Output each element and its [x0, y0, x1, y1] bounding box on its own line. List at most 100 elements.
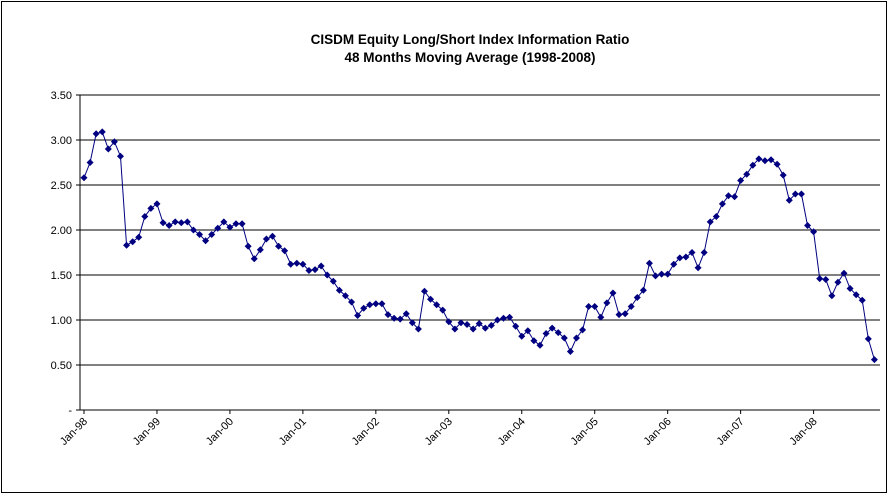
data-point [177, 219, 185, 227]
data-point [694, 264, 702, 272]
data-point [834, 278, 842, 286]
data-point [609, 289, 617, 297]
data-point [463, 321, 471, 328]
data-point [141, 213, 149, 220]
data-point [615, 311, 623, 319]
data-point [129, 238, 137, 246]
data-point [858, 296, 866, 304]
data-point [506, 313, 514, 321]
data-point [135, 233, 143, 241]
data-point [360, 304, 368, 312]
data-point [299, 260, 307, 268]
y-tick-label: 3.50 [51, 90, 72, 102]
data-point [414, 325, 422, 333]
data-point [335, 286, 343, 294]
data-point [724, 192, 732, 200]
data-point [275, 242, 283, 250]
data-point [408, 319, 416, 327]
data-point [366, 301, 374, 309]
data-point [232, 220, 240, 228]
data-point [579, 326, 587, 334]
data-point [658, 270, 666, 278]
y-tick-label: 0.50 [51, 360, 72, 372]
data-point [354, 312, 362, 319]
data-point [530, 337, 538, 345]
data-point [287, 260, 295, 268]
data-point [572, 334, 580, 342]
data-point [828, 292, 836, 300]
data-point [348, 298, 356, 306]
data-point [226, 223, 234, 231]
data-point [597, 313, 605, 321]
data-point [469, 325, 477, 333]
data-point [493, 316, 501, 324]
chart-title: CISDM Equity Long/Short Index Informatio… [311, 32, 630, 47]
data-point [281, 247, 289, 255]
data-point [566, 348, 574, 355]
data-point [810, 228, 818, 236]
data-point [712, 213, 720, 220]
data-point [700, 249, 708, 256]
data-point [500, 314, 508, 322]
data-point [433, 301, 441, 309]
data-point [761, 157, 769, 165]
data-point [591, 303, 599, 310]
data-point [816, 275, 824, 283]
data-point [293, 259, 301, 267]
data-point [202, 237, 210, 245]
data-point [518, 332, 526, 340]
data-point [542, 330, 550, 337]
data-point [171, 218, 179, 226]
data-point [627, 303, 635, 310]
chart-subtitle: 48 Months Moving Average (1998-2008) [344, 50, 595, 65]
data-point [676, 254, 684, 262]
data-point [189, 226, 197, 234]
data-point [743, 170, 751, 178]
data-point [80, 174, 88, 182]
data-point [664, 270, 672, 278]
data-point [451, 325, 459, 333]
data-point [767, 156, 775, 164]
y-tick-label: 2.50 [51, 180, 72, 192]
data-point [682, 253, 690, 261]
data-point [244, 242, 252, 250]
data-point [165, 222, 173, 229]
data-point [822, 276, 830, 283]
data-point [773, 160, 781, 168]
data-point [603, 299, 611, 307]
data-point [153, 200, 161, 208]
data-point [481, 324, 489, 332]
data-point [86, 159, 94, 166]
data-point [548, 324, 556, 332]
y-tick-label: 1.50 [51, 270, 72, 282]
data-point [524, 327, 532, 335]
data-point [159, 219, 167, 227]
data-point [797, 190, 805, 198]
data-point [402, 310, 410, 318]
data-point [110, 138, 118, 146]
data-point [749, 161, 757, 169]
data-point [718, 200, 726, 208]
data-point [737, 177, 745, 184]
y-tick-label: - [68, 405, 72, 417]
data-point [238, 220, 246, 228]
data-point [378, 300, 386, 308]
data-point [785, 196, 793, 204]
data-point [731, 193, 739, 201]
data-point [317, 262, 325, 270]
data-point [852, 291, 860, 299]
data-point [846, 285, 854, 292]
data-point [585, 303, 593, 310]
data-point [439, 306, 447, 314]
data-point [554, 329, 562, 337]
data-point [639, 286, 647, 294]
data-point [92, 130, 100, 138]
data-point [220, 218, 228, 226]
y-tick-label: 1.00 [51, 315, 72, 327]
data-point [323, 271, 331, 279]
data-point [536, 341, 544, 349]
data-point [706, 218, 714, 226]
data-point [652, 272, 660, 280]
